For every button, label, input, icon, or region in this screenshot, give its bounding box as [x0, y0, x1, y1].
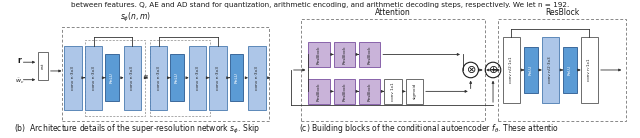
- Text: ResBlock: ResBlock: [545, 9, 579, 18]
- Text: conv n/2·3x3: conv n/2·3x3: [548, 57, 552, 83]
- Bar: [503, 37, 520, 103]
- Text: ResBlock: ResBlock: [367, 45, 372, 64]
- Text: ReLU: ReLU: [529, 65, 533, 75]
- Text: conv 1x1: conv 1x1: [391, 82, 395, 101]
- Bar: [359, 42, 380, 67]
- Bar: [38, 52, 48, 80]
- Text: conv n·3x3: conv n·3x3: [92, 66, 95, 90]
- Text: $s_\phi(n, m)$: $s_\phi(n, m)$: [120, 11, 151, 24]
- Text: conv n·3x3: conv n·3x3: [71, 66, 75, 90]
- Text: ReLU: ReLU: [175, 72, 179, 83]
- Text: conv n·3x3: conv n·3x3: [157, 66, 161, 90]
- Text: sigmoid: sigmoid: [412, 83, 416, 99]
- Bar: [63, 27, 269, 120]
- Text: (b)  Architecture details of the super-resolution network $s_\phi$. Skip: (b) Architecture details of the super-re…: [14, 123, 260, 136]
- Text: ResBlock: ResBlock: [342, 82, 346, 101]
- Bar: [150, 46, 168, 110]
- Bar: [384, 79, 402, 104]
- Text: Attention: Attention: [375, 9, 411, 18]
- Text: $\mathbf{r}$: $\mathbf{r}$: [17, 55, 22, 65]
- Text: conv n·3x3: conv n·3x3: [196, 66, 200, 90]
- Text: ReLU: ReLU: [568, 65, 572, 75]
- Bar: [65, 46, 82, 110]
- Bar: [230, 54, 243, 101]
- Bar: [524, 47, 538, 93]
- Bar: [105, 54, 119, 101]
- Bar: [333, 42, 355, 67]
- Bar: [498, 19, 626, 120]
- Text: $\tilde{w}_c$: $\tilde{w}_c$: [15, 77, 24, 86]
- Bar: [150, 40, 210, 116]
- Text: ResBlock: ResBlock: [367, 82, 372, 101]
- Text: (c) Building blocks of the conditional autoencoder $f_\theta$. These attentio: (c) Building blocks of the conditional a…: [299, 123, 559, 136]
- Text: $\otimes$: $\otimes$: [465, 64, 476, 75]
- Bar: [301, 19, 485, 120]
- Text: $\oplus$: $\oplus$: [488, 64, 498, 75]
- Text: ResBlock: ResBlock: [317, 82, 321, 101]
- Bar: [541, 37, 559, 103]
- Text: conv n·3x3: conv n·3x3: [216, 66, 220, 90]
- Bar: [170, 54, 184, 101]
- Bar: [84, 40, 145, 116]
- Text: conv n·3x3: conv n·3x3: [131, 66, 134, 90]
- Text: between features. Q, AE and AD stand for quantization, arithmetic encoding, and : between features. Q, AE and AD stand for…: [71, 2, 569, 8]
- Text: conv n/2·1x1: conv n/2·1x1: [509, 57, 513, 83]
- Text: ResBlock: ResBlock: [317, 45, 321, 64]
- Bar: [124, 46, 141, 110]
- Text: cat: cat: [41, 63, 45, 69]
- Bar: [308, 42, 330, 67]
- Text: ResBlock: ResBlock: [342, 45, 346, 64]
- Bar: [209, 46, 227, 110]
- Text: ReLU: ReLU: [234, 72, 239, 83]
- Bar: [359, 79, 380, 104]
- Bar: [248, 46, 266, 110]
- Bar: [189, 46, 206, 110]
- Text: B: B: [143, 75, 147, 80]
- Text: conv n·3x3: conv n·3x3: [255, 66, 259, 90]
- Bar: [333, 79, 355, 104]
- Bar: [406, 79, 423, 104]
- Bar: [84, 46, 102, 110]
- Bar: [580, 37, 598, 103]
- Bar: [563, 47, 577, 93]
- Text: conv n·1x1: conv n·1x1: [588, 59, 591, 81]
- Text: ReLU: ReLU: [110, 72, 114, 83]
- Bar: [308, 79, 330, 104]
